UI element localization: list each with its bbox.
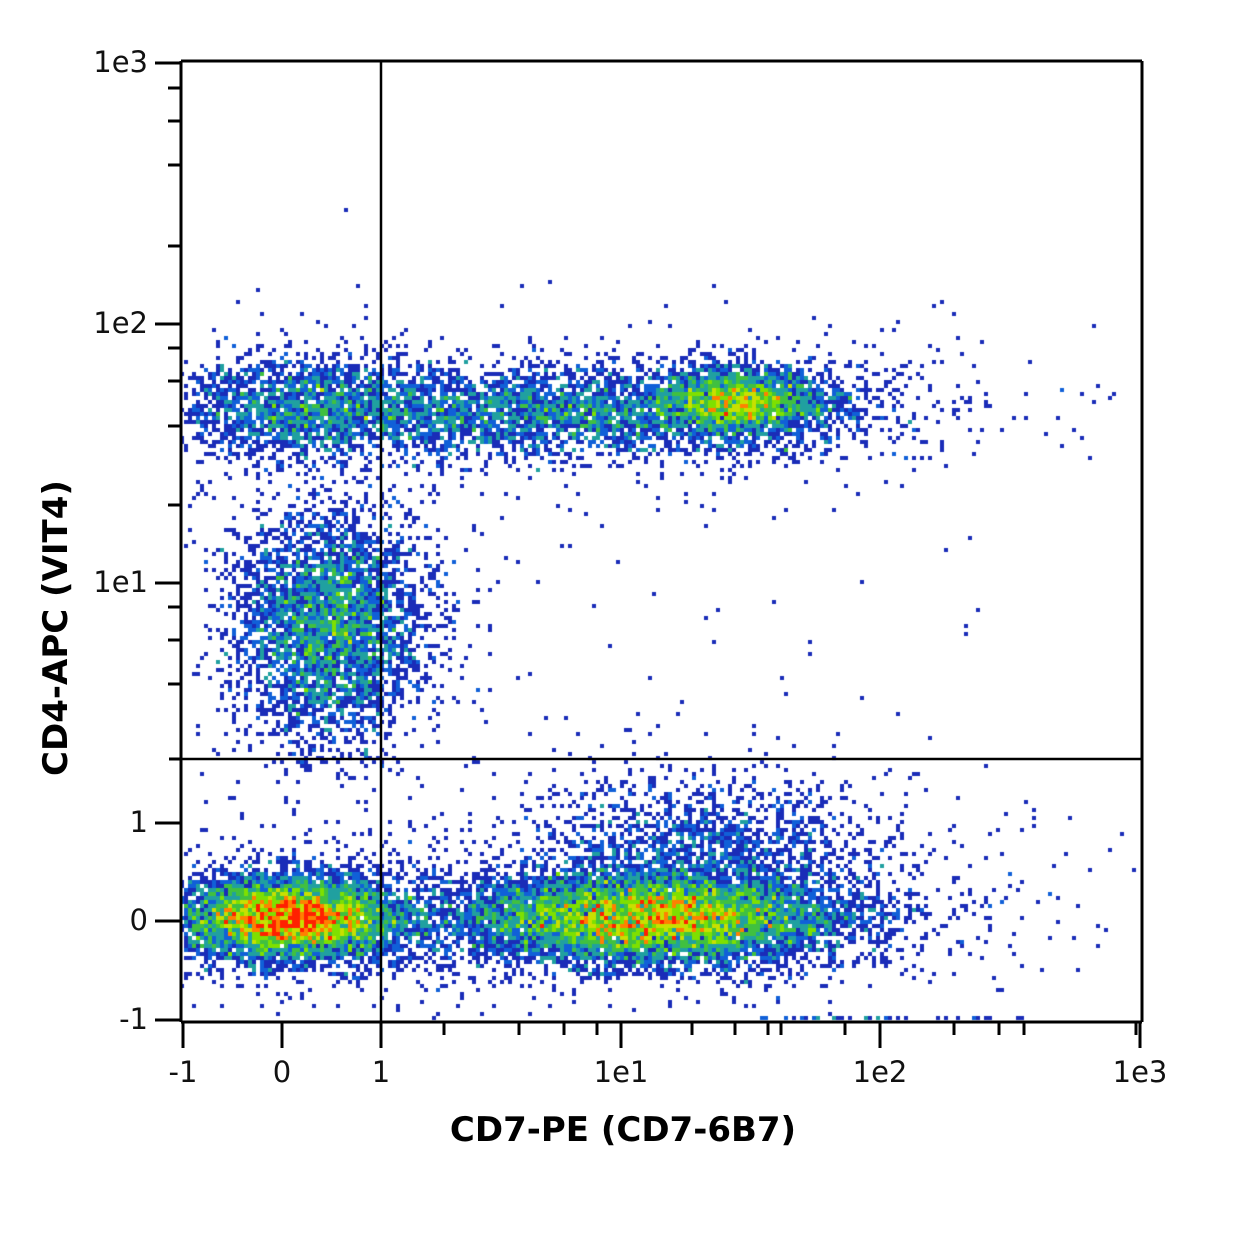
x-tick-label: 1e2: [852, 1055, 908, 1089]
x-tick-label: 0: [272, 1055, 292, 1089]
x-tick-label: -1: [168, 1055, 198, 1089]
y-axis-title: CD4-APC (VIT4): [36, 480, 76, 776]
y-tick-label: 1e1: [93, 565, 148, 599]
x-tick-label: 1e3: [1112, 1055, 1168, 1089]
y-tick-label: 0: [129, 903, 148, 937]
y-tick-label: 1e3: [93, 45, 148, 79]
y-tick-label: 1e2: [93, 306, 148, 340]
x-tick-label: 1: [371, 1055, 391, 1089]
y-tick-label: 1: [129, 805, 148, 839]
x-axis-title: CD7-PE (CD7-6B7): [449, 1110, 797, 1150]
x-tick-label: 1e1: [593, 1055, 649, 1089]
y-tick-label: -1: [119, 1002, 148, 1036]
